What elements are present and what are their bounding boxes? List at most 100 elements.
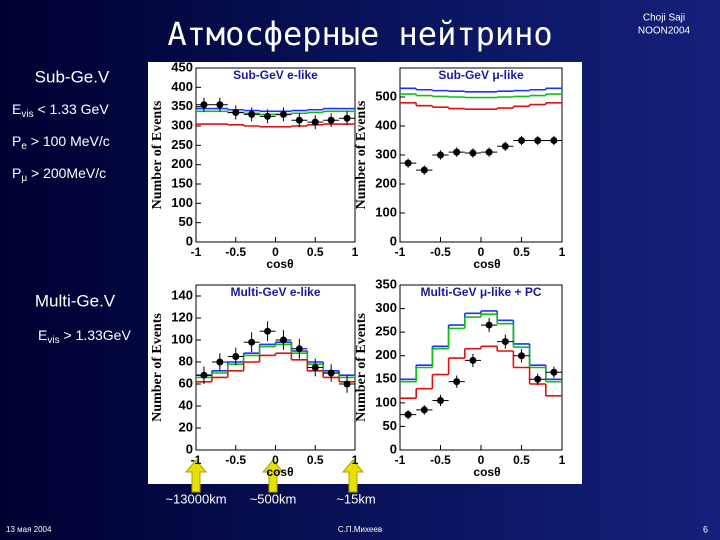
- data-point: [420, 406, 428, 414]
- x-tick-label: 0: [478, 245, 485, 259]
- data-point: [216, 358, 224, 366]
- x-tick-label: -1: [395, 245, 406, 259]
- subgev-pe: Pe > 100 MeV/c: [12, 133, 110, 152]
- data-point: [501, 338, 509, 346]
- data-point: [518, 352, 525, 360]
- data-point: [437, 397, 444, 404]
- data-point: [343, 380, 351, 388]
- data-point: [550, 137, 558, 144]
- panel-title: Sub-GeV e-like: [233, 68, 318, 82]
- arrow: [261, 459, 285, 493]
- panel: 0 50 100 150 200 250 300 350 400 450 -1 -0.5 0 0.5 1 co…: [150, 59, 358, 271]
- y-tick-label: 80: [179, 353, 193, 368]
- data-point: [279, 336, 287, 344]
- rest: > 100 MeV/c: [27, 133, 110, 149]
- y-tick-label: 350: [171, 98, 193, 113]
- y-tick-label: 200: [375, 347, 397, 362]
- data-point: [232, 108, 240, 116]
- y-tick-label: 300: [171, 117, 193, 132]
- data-point: [311, 364, 319, 371]
- y-tick-label: 200: [171, 156, 193, 171]
- x-tick-label: 0.5: [307, 453, 324, 467]
- data-point: [200, 101, 208, 109]
- x-axis-label: cosθ: [473, 257, 500, 271]
- y-axis-label: Number of Events: [354, 100, 369, 209]
- x-tick-label: -1: [395, 453, 406, 467]
- data-point: [534, 375, 542, 383]
- data-point: [469, 149, 477, 157]
- sym: E: [38, 327, 47, 343]
- x-tick-label: 0.5: [513, 245, 530, 259]
- sub: μ: [21, 173, 27, 184]
- data-point: [279, 110, 287, 118]
- y-tick-label: 0: [390, 233, 397, 248]
- data-point: [216, 101, 224, 109]
- sub: vis: [47, 335, 59, 346]
- y-tick-label: 0: [186, 441, 193, 456]
- author: Choji Saji: [643, 13, 685, 24]
- y-tick-label: 500: [375, 88, 397, 103]
- y-tick-label: 300: [375, 146, 397, 161]
- y-tick-label: 0: [186, 233, 193, 248]
- data-point: [550, 368, 558, 376]
- panel: 0 50 100 150 200 250 300 350 -1 -0.5 0 0.5 1 cosθ Numb…: [354, 276, 565, 479]
- data-point: [200, 371, 208, 379]
- data-point: [404, 411, 412, 419]
- y-axis-label: Number of Events: [150, 100, 165, 209]
- x-tick-label: -0.5: [430, 453, 451, 467]
- subgev-heading: Sub-Ge.V: [35, 67, 110, 86]
- x-tick-label: -0.5: [430, 245, 451, 259]
- sub: vis: [21, 109, 33, 120]
- data-point: [453, 148, 461, 156]
- panel: 0 20 40 60 80 100 120 140 -1 -0.5 0 0.5 1 cosθ Number …: [150, 284, 359, 479]
- y-tick-label: 140: [171, 287, 193, 302]
- data-point: [501, 142, 509, 150]
- arrows: [184, 459, 365, 493]
- distance: ~500km: [250, 491, 297, 506]
- subgev-evis: Evis < 1.33 GeV: [12, 101, 109, 120]
- data-point: [343, 114, 351, 122]
- y-tick-label: 50: [179, 214, 193, 229]
- data-point: [295, 116, 303, 124]
- distance: ~13000km: [165, 491, 226, 506]
- subgev-pmu: Pμ > 200MeV/c: [12, 165, 106, 184]
- data-point: [437, 151, 444, 159]
- y-tick-label: 450: [171, 59, 193, 74]
- y-tick-label: 50: [383, 418, 397, 433]
- x-tick-label: 0.5: [513, 453, 530, 467]
- data-point: [311, 118, 319, 126]
- y-tick-label: 150: [171, 175, 193, 190]
- y-tick-label: 100: [375, 394, 397, 409]
- x-tick-label: -1: [191, 453, 202, 467]
- data-point: [248, 338, 256, 346]
- distance: ~15km: [336, 491, 375, 506]
- sym: P: [12, 133, 21, 149]
- data-point: [404, 159, 412, 167]
- y-tick-label: 400: [375, 117, 397, 132]
- y-tick-label: 120: [171, 309, 193, 324]
- x-tick-label: -0.5: [225, 245, 246, 259]
- data-point: [232, 353, 240, 360]
- y-tick-label: 100: [171, 331, 193, 346]
- x-tick-label: 0: [272, 245, 279, 259]
- panel-title: Multi-GeV e-like: [230, 285, 320, 299]
- data-point: [485, 148, 493, 156]
- arrow: [341, 459, 365, 493]
- rest: > 1.33GeV: [60, 327, 132, 343]
- conference: NOON2004: [638, 26, 691, 37]
- x-tick-label: 1: [352, 245, 359, 259]
- x-tick-label: -1: [191, 245, 202, 259]
- x-tick-label: 0.5: [307, 245, 324, 259]
- page-number: 6: [703, 524, 708, 534]
- multigev-heading: Multi-Ge.V: [35, 291, 116, 310]
- rest: < 1.33 GeV: [34, 101, 110, 117]
- y-tick-label: 200: [375, 175, 397, 190]
- x-tick-label: 1: [559, 245, 566, 259]
- y-tick-label: 350: [375, 276, 397, 291]
- y-axis-label: Number of Events: [354, 313, 369, 422]
- y-tick-label: 40: [179, 397, 193, 412]
- data-point: [248, 110, 256, 118]
- x-tick-label: 1: [559, 453, 566, 467]
- data-point: [264, 327, 272, 335]
